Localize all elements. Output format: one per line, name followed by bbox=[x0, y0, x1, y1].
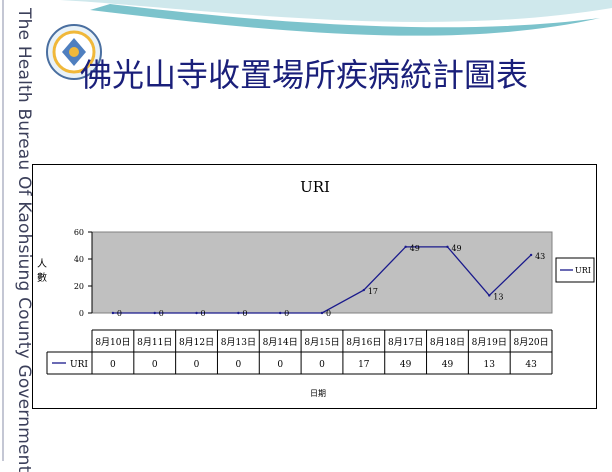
data-label: 0 bbox=[326, 309, 331, 318]
table-header-cell: 8月17日 bbox=[388, 337, 423, 348]
data-point bbox=[153, 311, 156, 315]
data-label: 49 bbox=[451, 244, 461, 253]
data-label: 0 bbox=[242, 309, 247, 318]
table-value-cell: 13 bbox=[484, 360, 496, 370]
data-label: 49 bbox=[410, 244, 420, 253]
plot-area bbox=[91, 231, 553, 314]
data-label: 13 bbox=[493, 292, 503, 301]
health-bureau-seal-icon bbox=[46, 24, 102, 80]
y-tick-label: 40 bbox=[74, 255, 84, 264]
table-value-cell: 43 bbox=[525, 360, 537, 370]
data-point bbox=[404, 245, 407, 249]
uri-line-chart: URI 0 20 40 60 人數 0 0 0 0 0 0 17 49 49 13 43 URI 8月10日 8月11… bbox=[37, 178, 595, 398]
data-point bbox=[278, 311, 282, 315]
y-tick-label: 60 bbox=[74, 228, 84, 237]
table-header-cell: 8月14日 bbox=[263, 337, 298, 348]
table-header-cell: 8月10日 bbox=[95, 337, 130, 348]
table-value-cell: 0 bbox=[152, 360, 158, 370]
y-tick-label: 0 bbox=[79, 309, 84, 318]
table-header-cell: 8月12日 bbox=[179, 337, 214, 348]
table-header-cell: 8月13日 bbox=[221, 337, 256, 348]
table-header-cell: 8月15日 bbox=[304, 337, 339, 348]
data-label: 0 bbox=[201, 309, 206, 318]
page-title: 佛光山寺收置場所疾病統計圖表 bbox=[80, 56, 529, 94]
table-value-cell: 0 bbox=[319, 360, 325, 370]
data-point bbox=[529, 253, 533, 257]
data-label: 17 bbox=[368, 287, 378, 296]
table-value-cell: 17 bbox=[358, 360, 370, 370]
data-point bbox=[320, 311, 324, 315]
data-point bbox=[362, 288, 366, 292]
table-header-cell: 8月19日 bbox=[472, 337, 507, 348]
data-point bbox=[195, 311, 198, 315]
data-point bbox=[488, 294, 491, 297]
slide-decoration bbox=[2, 0, 612, 461]
table-value-cell: 49 bbox=[400, 360, 412, 370]
table-value-cell: 49 bbox=[442, 360, 454, 370]
legend-box bbox=[555, 257, 595, 283]
data-point bbox=[111, 311, 115, 315]
data-label: 0 bbox=[159, 309, 164, 318]
data-label: 43 bbox=[535, 252, 545, 261]
data-point bbox=[446, 245, 449, 249]
top-swoosh bbox=[60, 0, 612, 22]
table-header-cell: 8月16日 bbox=[346, 337, 381, 348]
table-value-cell: 0 bbox=[235, 360, 241, 370]
data-label: 0 bbox=[284, 309, 289, 318]
table-value-cell: 0 bbox=[277, 360, 283, 370]
y-axis-label-char: 人 bbox=[37, 258, 47, 270]
table-header-cell: 8月11日 bbox=[137, 337, 172, 348]
legend-label: URI bbox=[575, 266, 591, 275]
table-value-cell: 0 bbox=[194, 360, 200, 370]
top-swoosh-accent bbox=[90, 4, 600, 36]
y-axis-label-char: 數 bbox=[37, 271, 47, 284]
y-tick-label: 20 bbox=[74, 282, 84, 291]
table-value-cell: 0 bbox=[110, 360, 116, 370]
table-header-cell: 8月20日 bbox=[513, 337, 548, 348]
table-header-cell: 8月18日 bbox=[430, 337, 465, 348]
x-axis-label: 日期 bbox=[310, 389, 326, 398]
table-row-label: URI bbox=[70, 360, 88, 370]
data-label: 0 bbox=[117, 309, 122, 318]
chart-title: URI bbox=[300, 178, 330, 196]
data-point bbox=[237, 311, 240, 315]
